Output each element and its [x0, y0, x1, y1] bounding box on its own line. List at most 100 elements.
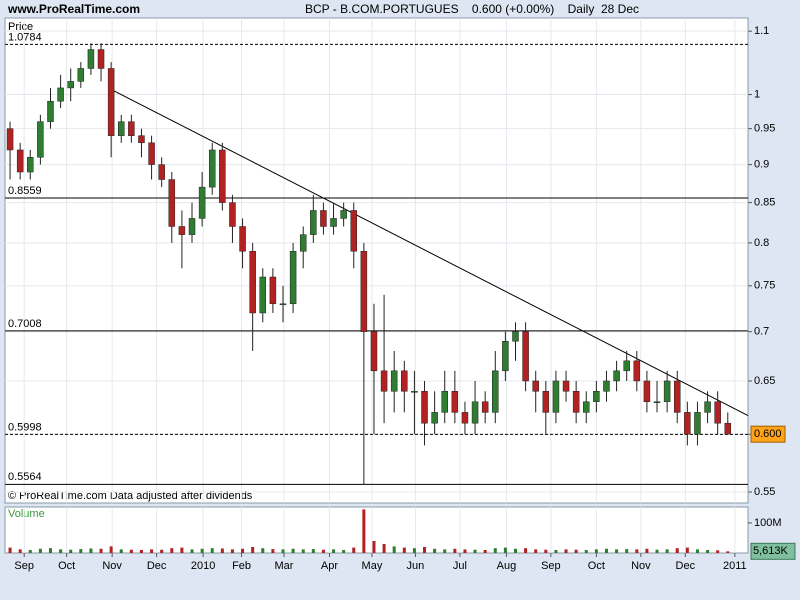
volume-bar [342, 549, 346, 553]
volume-bar [18, 549, 22, 553]
volume-bar [544, 549, 548, 553]
volume-bar [685, 547, 689, 553]
volume-bar [119, 549, 123, 553]
candle-body [188, 218, 196, 235]
volume-bar [493, 548, 497, 553]
volume-bar [615, 549, 619, 553]
price-label: Price [8, 21, 33, 33]
volume-bar [392, 546, 396, 553]
candle-body [532, 380, 539, 392]
volume-bar [483, 549, 487, 553]
volume-bar [352, 547, 356, 553]
volume-bar [281, 549, 285, 553]
y-tick-label: 1.1 [754, 25, 769, 37]
volume-bar [695, 549, 699, 553]
candle-body [279, 303, 287, 306]
volume-bar [89, 548, 93, 553]
candle-body [340, 210, 347, 219]
y-tick-label: 0.95 [754, 123, 775, 135]
footnote: © ProRealTime.com Data adjusted after di… [8, 490, 253, 502]
candle-body [310, 210, 317, 235]
x-tick-label: Nov [102, 560, 122, 572]
candle-body [360, 251, 368, 332]
volume-bar [604, 548, 608, 553]
volume-bar [8, 547, 12, 553]
candle-body [643, 380, 651, 402]
candle-body [401, 370, 408, 392]
volume-bar [332, 549, 336, 553]
volume-bar [423, 546, 427, 553]
x-tick-label: Mar [275, 560, 294, 572]
candle-body [239, 226, 246, 252]
candle-body [704, 401, 711, 413]
candle-body [47, 100, 54, 122]
volume-bar [99, 548, 103, 553]
candle-body [593, 391, 600, 402]
volume-bar [362, 509, 366, 553]
x-tick-label: Dec [676, 560, 696, 572]
volume-bar [48, 548, 52, 553]
volume-bar [241, 548, 245, 553]
volume-bar [402, 547, 406, 553]
volume-bar [412, 548, 416, 553]
candle-body [411, 391, 418, 393]
candle-body [572, 391, 580, 413]
volume-bar [190, 549, 194, 553]
candle-body [16, 149, 24, 173]
candle-body [289, 251, 297, 305]
volume-bar [210, 548, 214, 553]
volume-bar [79, 549, 83, 553]
level-label: 1.0784 [8, 31, 42, 43]
x-tick-label: Sep [14, 560, 34, 572]
volume-bar [38, 548, 42, 553]
volume-bar [665, 549, 669, 553]
candle-body [249, 251, 256, 314]
volume-bar [453, 548, 457, 553]
candle-body [320, 210, 327, 227]
x-tick-label: Sep [541, 560, 561, 572]
volume-bar [433, 548, 437, 553]
candle-body [451, 391, 459, 413]
volume-bar [574, 549, 578, 553]
candle-body [502, 341, 509, 372]
volume-bar [635, 549, 639, 553]
volume-bar [554, 549, 558, 553]
candle-body [259, 276, 267, 314]
volume-bar [160, 549, 164, 553]
y-tick-label: 0.85 [754, 196, 775, 208]
candle-body [77, 68, 85, 82]
x-tick-label: Dec [147, 560, 167, 572]
x-tick-label: 2010 [191, 560, 215, 572]
candle-body [198, 186, 206, 219]
volume-bar [564, 549, 568, 553]
candle-body [653, 401, 661, 403]
volume-bar [230, 549, 234, 553]
candle-body [269, 276, 277, 305]
x-tick-label: Oct [588, 560, 605, 572]
candle-body [461, 412, 469, 424]
candle-body [684, 412, 691, 435]
candle-body [37, 121, 44, 158]
candle-body [87, 49, 95, 69]
volume-bar [261, 548, 265, 553]
last-volume-label: 5,613K [753, 545, 789, 557]
candle-body [158, 164, 165, 180]
volume-bar [382, 543, 386, 553]
x-tick-label: Feb [232, 560, 251, 572]
x-tick-label: Jun [407, 560, 425, 572]
candle-body [512, 331, 519, 342]
x-tick-label: Nov [631, 560, 651, 572]
candle-body [6, 128, 14, 151]
candle-body [299, 234, 307, 252]
volume-bar [534, 549, 538, 553]
candle-body [724, 422, 732, 435]
volume-bar [625, 549, 629, 553]
volume-bar [69, 549, 73, 553]
candle-body [562, 380, 570, 392]
volume-pane [4, 506, 749, 554]
x-tick-label: Jul [453, 560, 467, 572]
candle-body [522, 331, 529, 382]
level-label: 0.7008 [8, 318, 42, 330]
volume-bar [139, 549, 143, 553]
